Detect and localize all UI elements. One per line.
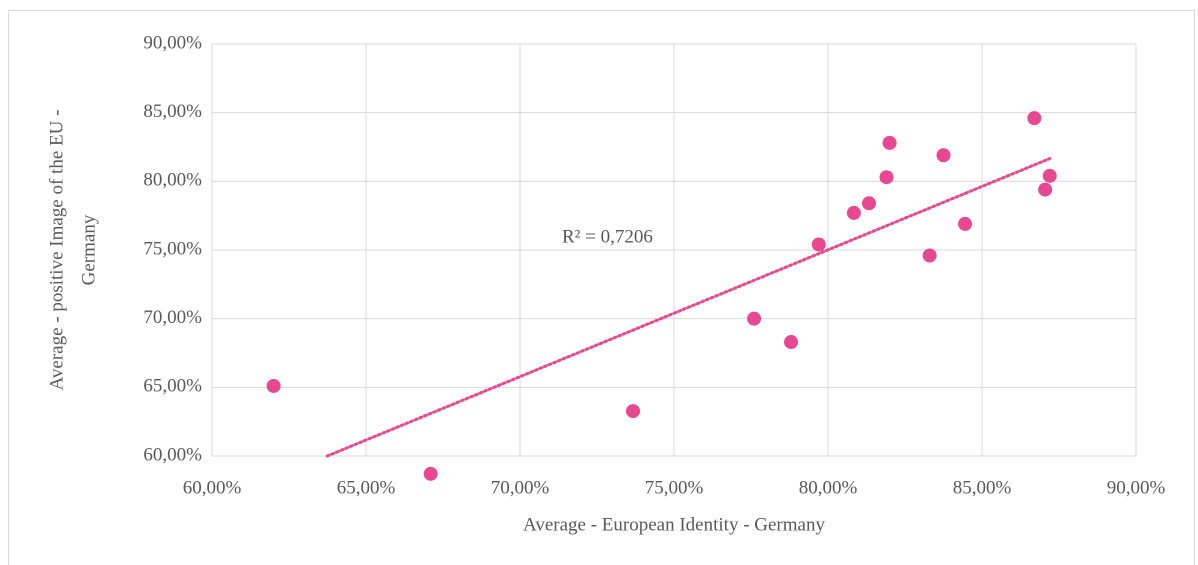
y-tick-label: 75,00% (143, 238, 202, 259)
x-tick-label: 70,00% (491, 477, 550, 498)
point (811, 237, 826, 252)
annotation: R² = 0,7206 (562, 226, 653, 247)
point (846, 205, 861, 220)
point (1042, 168, 1057, 183)
x-tick-label: 60,00% (183, 477, 242, 498)
point (626, 404, 641, 419)
x-tick-label: 65,00% (337, 477, 396, 498)
point (882, 135, 897, 150)
point (1027, 111, 1042, 126)
y-tick-label: 60,00% (143, 444, 202, 465)
chart-border (8, 10, 1195, 565)
x-tick-label: 80,00% (799, 477, 858, 498)
x-tick-label: 90,00% (1107, 477, 1166, 498)
point (922, 248, 937, 263)
y-tick-label: 90,00% (143, 32, 202, 53)
y-axis-label: Average - positive Image of the EU - (46, 110, 67, 391)
point (266, 378, 281, 393)
x-axis-label: Average - European Identity - Germany (523, 514, 825, 535)
y-tick-label: 70,00% (143, 307, 202, 328)
y-tick-label: 65,00% (143, 376, 202, 397)
point (958, 216, 973, 231)
point (423, 466, 438, 481)
y-axis-label: Germany (78, 214, 99, 285)
point (747, 311, 762, 326)
point (879, 170, 894, 185)
point (861, 196, 876, 211)
point (936, 148, 951, 163)
x-tick-label: 75,00% (645, 477, 704, 498)
point (1038, 182, 1053, 197)
trendline (325, 157, 1052, 458)
y-tick-label: 80,00% (143, 170, 202, 191)
point (784, 335, 799, 350)
y-tick-label: 85,00% (143, 101, 202, 122)
x-tick-label: 85,00% (953, 477, 1012, 498)
